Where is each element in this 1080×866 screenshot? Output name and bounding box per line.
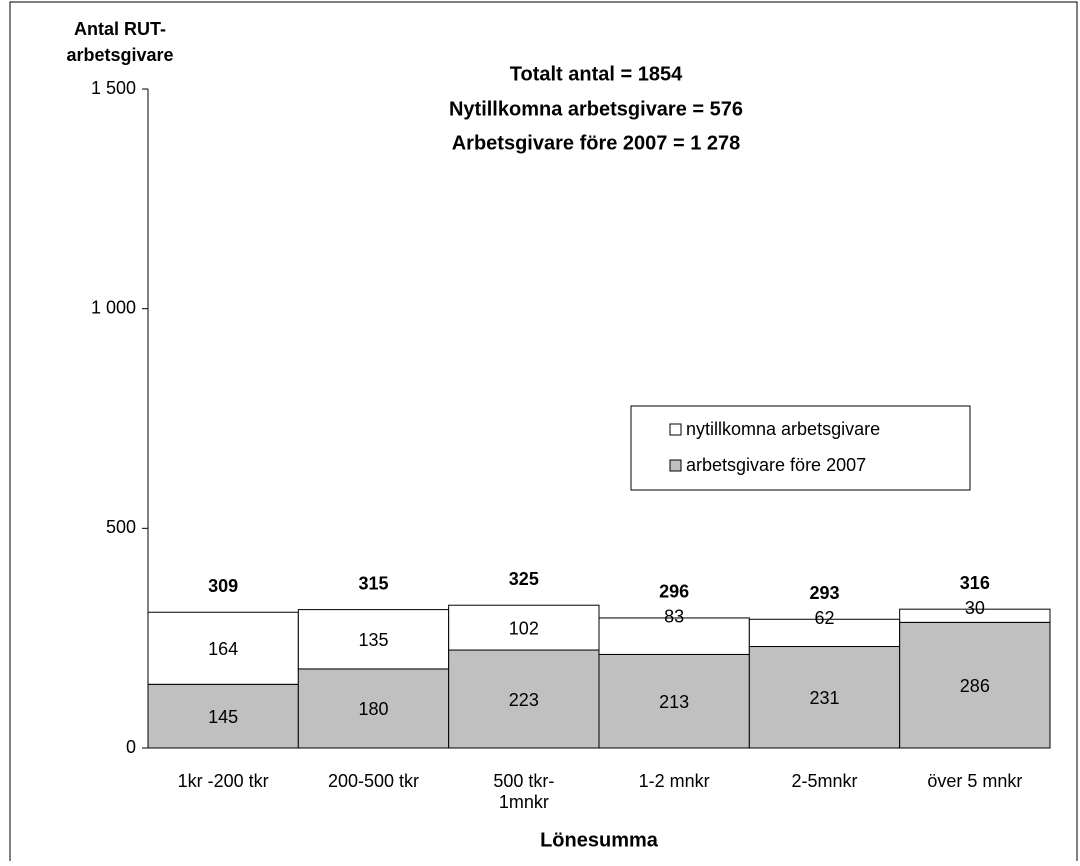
bar-segment [297, 668, 450, 749]
total-label: 309 [208, 576, 238, 596]
legend-label: arbetsgivare före 2007 [686, 455, 866, 475]
legend-label: nytillkomna arbetsgivare [686, 419, 880, 439]
x-tick-label: 200-500 tkr [328, 771, 419, 791]
chart-title: Arbetsgivare före 2007 = 1 278 [452, 132, 741, 154]
legend-box [630, 405, 971, 491]
chart-title: Nytillkomna arbetsgivare = 576 [449, 98, 743, 120]
bar-segment [899, 621, 1051, 749]
total-label: 315 [358, 573, 388, 593]
legend-swatch [669, 459, 682, 472]
bar-segment [147, 611, 299, 685]
total-label: 296 [659, 582, 689, 602]
total-label: 325 [509, 569, 539, 589]
y-tick-label: 1 000 [91, 297, 136, 317]
x-tick-label: 500 tkr- [493, 771, 554, 791]
x-axis-label: Lönesumma [540, 829, 659, 851]
y-tick-label: 500 [106, 517, 136, 537]
data-label: 30 [965, 598, 985, 618]
data-label: 286 [960, 676, 990, 696]
data-label: 135 [358, 630, 388, 650]
data-label: 62 [814, 608, 834, 628]
chart-title: Totalt antal = 1854 [510, 63, 683, 85]
y-axis-label: Antal RUT- [74, 19, 166, 39]
x-tick-label: 2-5mnkr [791, 771, 857, 791]
y-tick-label: 1 500 [91, 78, 136, 98]
bar-segment [448, 604, 600, 651]
data-label: 223 [509, 690, 539, 710]
total-label: 316 [960, 573, 990, 593]
bar-segment [598, 617, 750, 655]
data-label: 102 [509, 618, 539, 638]
total-label: 293 [809, 583, 839, 603]
data-label: 231 [809, 688, 839, 708]
data-label: 83 [664, 607, 684, 627]
data-label: 164 [208, 639, 238, 659]
data-label: 213 [659, 692, 689, 712]
y-axis-label: arbetsgivare [66, 45, 173, 65]
x-tick-label: 1mnkr [499, 792, 549, 812]
legend-swatch [669, 423, 682, 436]
bar-segment [899, 608, 1051, 623]
data-label: 145 [208, 707, 238, 727]
x-tick-label: över 5 mnkr [927, 771, 1022, 791]
data-label: 180 [358, 699, 388, 719]
y-tick-label: 0 [126, 737, 136, 757]
x-tick-label: 1-2 mnkr [639, 771, 710, 791]
x-tick-label: 1kr -200 tkr [178, 771, 269, 791]
